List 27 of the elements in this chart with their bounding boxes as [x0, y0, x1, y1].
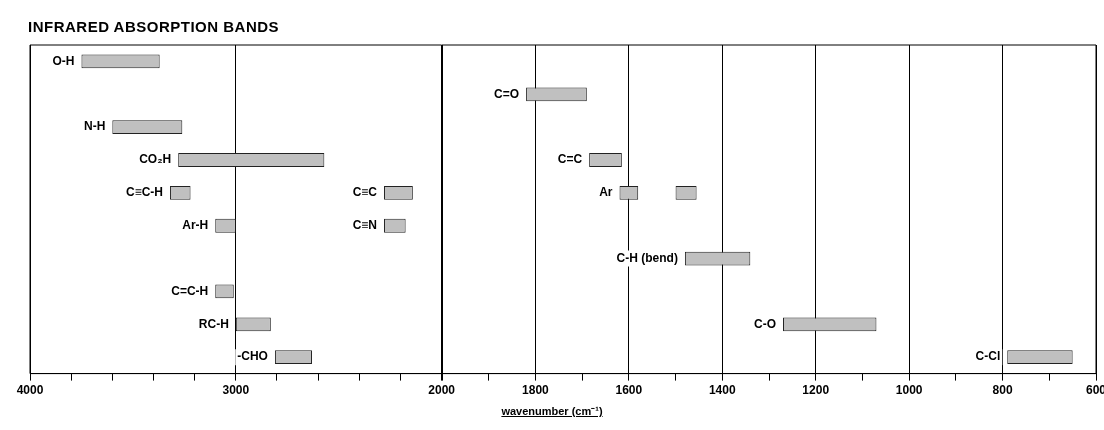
series-label: C≡N	[352, 218, 378, 233]
x-axis-title: wavenumber (cm⁻¹)	[500, 404, 604, 418]
chart-title: INFRARED ABSORPTION BANDS	[27, 17, 281, 37]
x-tick-label: 3000	[222, 383, 250, 398]
x-tick-label: 1400	[708, 383, 736, 398]
series-label: C=O	[493, 86, 519, 101]
x-tick-label: 1800	[521, 383, 549, 398]
x-tick-label: 4000	[16, 383, 44, 398]
series-label: C=C	[557, 152, 583, 167]
series-label: C≡C-H	[125, 185, 163, 200]
series-label: C-H (bend)	[616, 250, 678, 265]
series-label: CO₂H	[139, 152, 172, 167]
series-label: C-Cl	[975, 349, 1000, 364]
x-tick-label: 2000	[428, 383, 456, 398]
series-label: N-H	[84, 119, 106, 134]
series-label: Ar	[598, 185, 613, 200]
x-tick-label: 1200	[802, 383, 830, 398]
series-label: -CHO	[237, 349, 268, 364]
series-label: RC-H	[198, 316, 229, 331]
x-tick-label: 1000	[895, 383, 923, 398]
series-label: C=C-H	[171, 283, 209, 298]
series-label: Ar-H	[182, 218, 209, 233]
x-tick-label: 1600	[615, 383, 643, 398]
series-label: O-H	[52, 53, 75, 68]
x-tick-label: 800	[992, 383, 1013, 398]
series-label: C≡C	[352, 185, 378, 200]
series-label: C-O	[753, 316, 776, 331]
